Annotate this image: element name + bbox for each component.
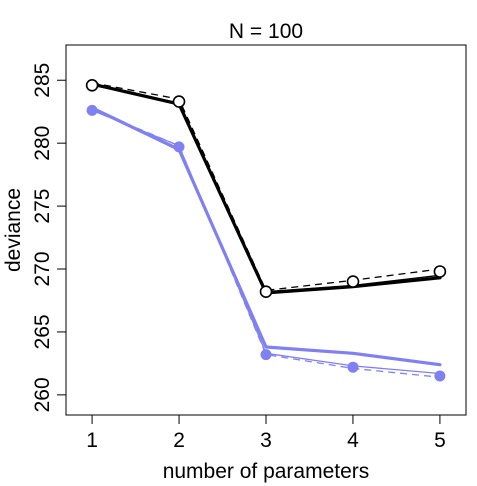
x-axis-label: number of parameters bbox=[163, 460, 370, 483]
out-of-sample-thin-line bbox=[91, 109, 440, 375]
out-of-sample-points-point-2 bbox=[173, 141, 185, 153]
out-of-sample-points-point-1 bbox=[86, 104, 98, 116]
out-of-sample-points-point-5 bbox=[434, 370, 446, 382]
chart-title: N = 100 bbox=[229, 20, 303, 43]
in-sample-points-point-5 bbox=[433, 265, 447, 278]
in-sample-points-point-1 bbox=[85, 79, 99, 92]
out-of-sample-points-point-4 bbox=[347, 361, 359, 373]
x-tick-label-3: 3 bbox=[260, 429, 272, 452]
in-sample-thin-line bbox=[91, 84, 440, 293]
y-axis-label: deviance bbox=[2, 188, 25, 272]
in-sample-points-point-4 bbox=[346, 275, 360, 288]
x-axis: 1 2 3 4 5 bbox=[86, 414, 446, 452]
in-sample-points-point-2 bbox=[172, 95, 186, 108]
y-tick-label-265: 265 bbox=[31, 314, 54, 349]
in-sample-thick-line bbox=[90, 82, 442, 295]
x-tick-label-5: 5 bbox=[434, 429, 446, 452]
series-layer bbox=[85, 79, 447, 382]
x-tick-label-1: 1 bbox=[86, 429, 98, 452]
x-tick-label-4: 4 bbox=[347, 429, 359, 452]
out-of-sample-thick-line bbox=[90, 106, 442, 367]
x-tick-label-2: 2 bbox=[173, 429, 185, 452]
out-of-sample-dashed-line bbox=[91, 108, 440, 378]
out-of-sample-points-point-3 bbox=[260, 349, 272, 361]
in-sample-dashed-line bbox=[91, 82, 440, 292]
y-axis: 260 265 270 275 280 285 bbox=[31, 63, 67, 412]
y-tick-label-285: 285 bbox=[31, 63, 54, 98]
y-tick-label-280: 280 bbox=[31, 126, 54, 161]
in-sample-points-point-3 bbox=[259, 285, 273, 299]
y-tick-label-260: 260 bbox=[31, 377, 54, 412]
y-tick-label-275: 275 bbox=[31, 189, 54, 224]
y-tick-label-270: 270 bbox=[31, 251, 54, 286]
